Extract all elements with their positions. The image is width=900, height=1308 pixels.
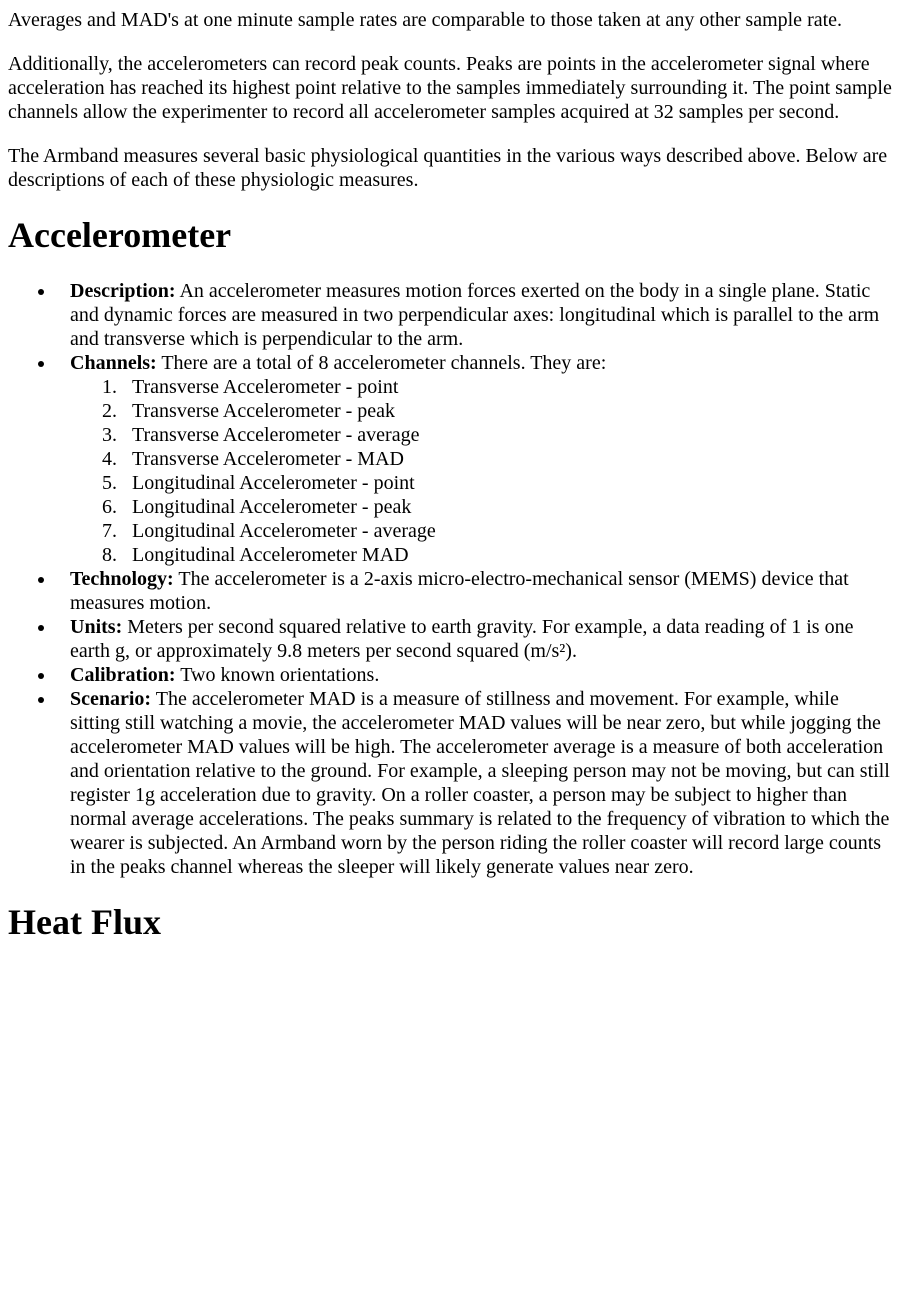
channel-item: Longitudinal Accelerometer - peak [122, 495, 892, 519]
accelerometer-units: Units: Meters per second squared relativ… [56, 615, 892, 663]
accelerometer-scenario: Scenario: The accelerometer MAD is a mea… [56, 687, 892, 879]
channel-item: Transverse Accelerometer - average [122, 423, 892, 447]
heatflux-heading: Heat Flux [8, 901, 892, 944]
accelerometer-calibration: Calibration: Two known orientations. [56, 663, 892, 687]
scenario-text: The accelerometer MAD is a measure of st… [70, 688, 890, 878]
channel-item: Transverse Accelerometer - peak [122, 399, 892, 423]
calibration-label: Calibration: [70, 664, 176, 686]
technology-text: The accelerometer is a 2-axis micro-elec… [70, 568, 849, 614]
description-text: An accelerometer measures motion forces … [70, 280, 879, 350]
intro-paragraph-1: Averages and MAD's at one minute sample … [8, 8, 892, 32]
calibration-text: Two known orientations. [176, 664, 380, 686]
scenario-label: Scenario: [70, 688, 151, 710]
units-label: Units: [70, 616, 122, 638]
channel-item: Longitudinal Accelerometer MAD [122, 543, 892, 567]
intro-paragraph-3: The Armband measures several basic physi… [8, 144, 892, 192]
accelerometer-description: Description: An accelerometer measures m… [56, 279, 892, 351]
accelerometer-channels: Channels: There are a total of 8 acceler… [56, 351, 892, 567]
units-text: Meters per second squared relative to ea… [70, 616, 853, 662]
channels-list: Transverse Accelerometer - point Transve… [70, 375, 892, 567]
intro-paragraph-2: Additionally, the accelerometers can rec… [8, 52, 892, 124]
channel-item: Longitudinal Accelerometer - point [122, 471, 892, 495]
accelerometer-technology: Technology: The accelerometer is a 2-axi… [56, 567, 892, 615]
description-label: Description: [70, 280, 176, 302]
channel-item: Transverse Accelerometer - point [122, 375, 892, 399]
channels-label: Channels: [70, 352, 157, 374]
channels-text: There are a total of 8 accelerometer cha… [157, 352, 607, 374]
accelerometer-list: Description: An accelerometer measures m… [8, 279, 892, 879]
accelerometer-heading: Accelerometer [8, 214, 892, 257]
technology-label: Technology: [70, 568, 174, 590]
channel-item: Longitudinal Accelerometer - average [122, 519, 892, 543]
channel-item: Transverse Accelerometer - MAD [122, 447, 892, 471]
